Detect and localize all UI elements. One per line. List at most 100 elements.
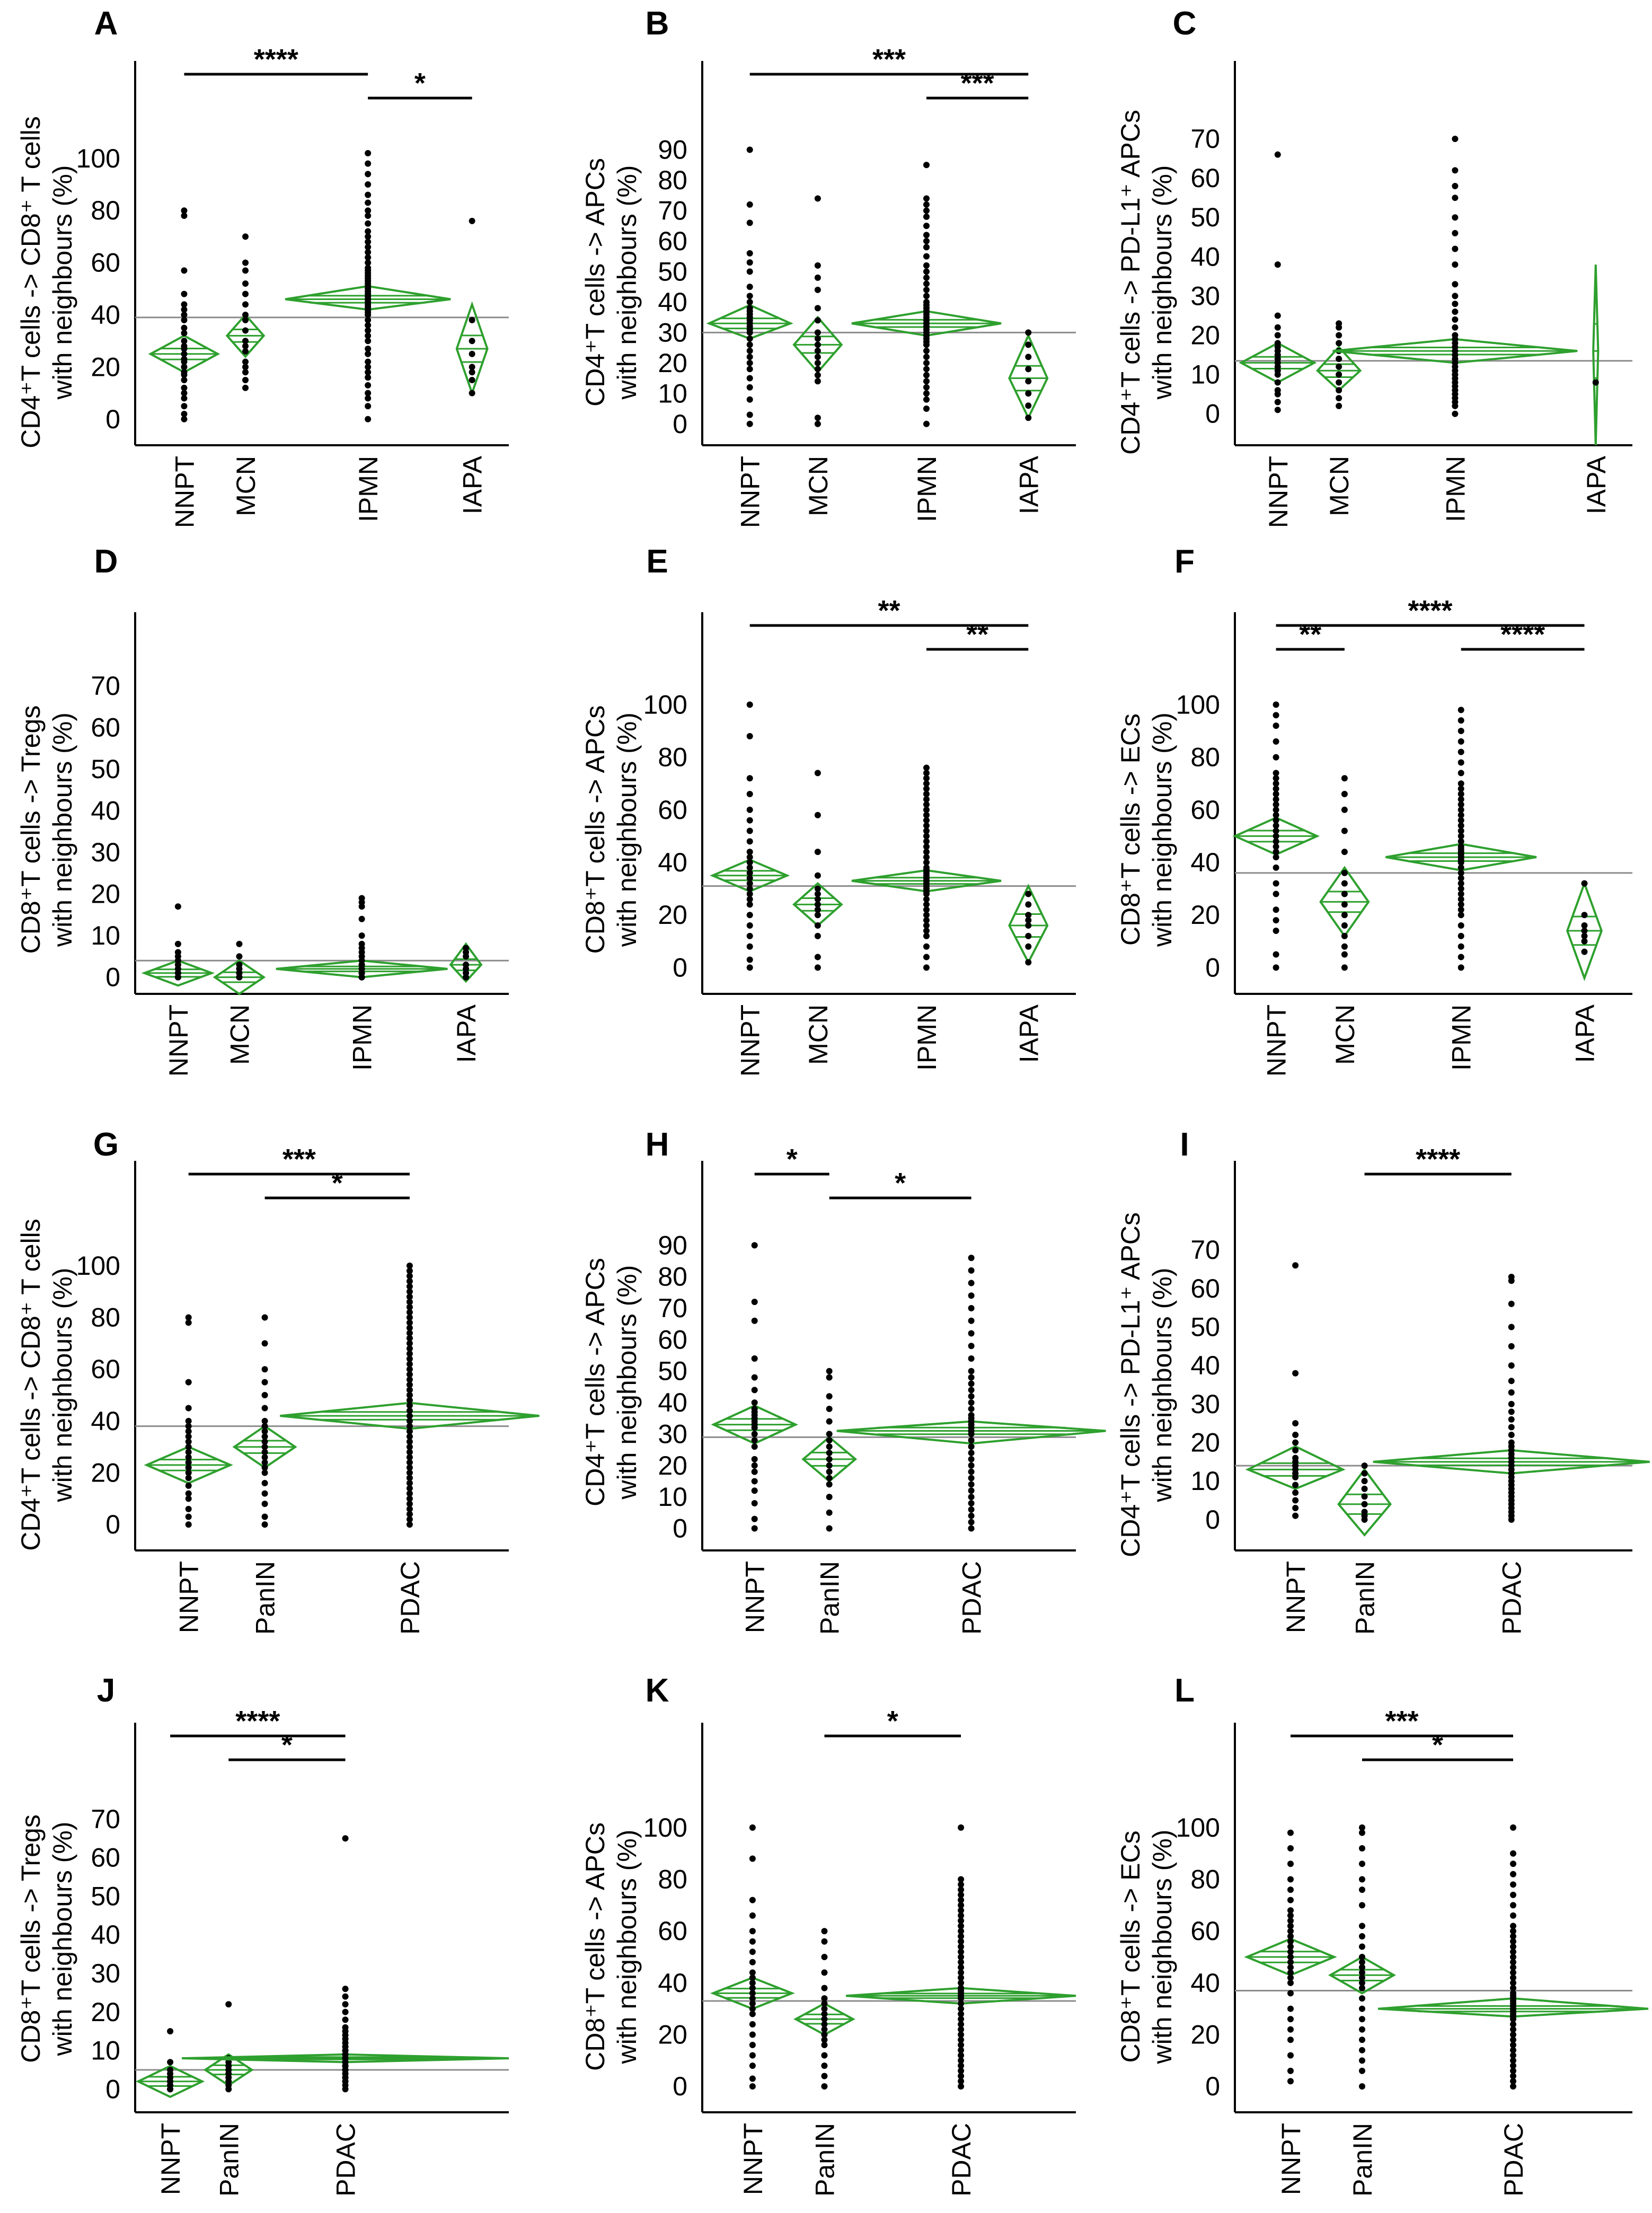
data-point: [923, 390, 930, 397]
data-point: [958, 2052, 965, 2059]
data-point: [1341, 880, 1348, 887]
data-point: [358, 940, 365, 947]
data-point: [968, 1405, 975, 1412]
category-label: PanIN: [815, 1561, 845, 1635]
data-point: [1508, 1416, 1515, 1423]
y-axis-label-line: CD4⁺T cells -> APCs: [580, 158, 610, 407]
data-point: [1287, 1969, 1294, 1976]
data-point: [826, 1525, 833, 1532]
data-point: [185, 1423, 192, 1430]
data-point: [749, 2083, 756, 2090]
data-point: [406, 1267, 413, 1274]
significance-label: **: [1299, 619, 1321, 650]
panel-i: I CD4⁺T cells -> PD-L1⁺ APCs with neighbou…: [1116, 1126, 1650, 1635]
data-point: [746, 885, 753, 892]
significance-label: ****: [235, 1705, 280, 1737]
data-point: [1025, 922, 1032, 929]
group-nnpt: [135, 2028, 205, 2099]
data-point: [1359, 1824, 1365, 1831]
data-point: [1581, 927, 1588, 934]
data-point: [236, 953, 243, 960]
significance-label: *: [281, 1729, 293, 1761]
data-point: [261, 1459, 268, 1466]
data-point: [261, 1443, 268, 1450]
data-point: [746, 943, 753, 950]
y-tick-label: 0: [1205, 399, 1220, 429]
data-point: [406, 1381, 413, 1388]
data-point: [1452, 332, 1459, 339]
data-point: [1457, 806, 1464, 813]
data-point: [1510, 1943, 1516, 1950]
data-point: [1361, 1462, 1368, 1469]
data-point: [1457, 912, 1464, 919]
data-point: [242, 290, 249, 297]
data-point: [826, 1393, 833, 1400]
data-point: [1510, 2021, 1516, 2027]
data-point: [923, 244, 930, 251]
data-point: [365, 338, 372, 345]
data-point: [1359, 2083, 1365, 2090]
data-point: [1361, 1478, 1368, 1485]
data-point: [1457, 833, 1464, 840]
y-tick-label: 80: [1190, 1865, 1220, 1894]
data-point: [1510, 2078, 1516, 2085]
data-point: [1510, 1954, 1516, 1961]
y-tick-label: 0: [1205, 953, 1220, 982]
group-panin: [801, 1368, 858, 1532]
data-point: [1025, 378, 1032, 385]
data-point: [821, 1928, 828, 1935]
data-point: [814, 885, 821, 892]
data-point: [958, 2067, 965, 2074]
category-label: MCN: [1330, 1004, 1360, 1065]
data-point: [821, 1969, 828, 1976]
data-point: [181, 207, 188, 214]
data-point: [1273, 796, 1279, 803]
data-point: [1025, 959, 1032, 966]
data-point: [181, 377, 188, 383]
data-point: [406, 1304, 413, 1311]
data-point: [406, 1262, 413, 1269]
data-point: [1510, 1871, 1516, 1877]
y-axis-label-line: with neighbours (%): [612, 1830, 642, 2065]
data-point: [1025, 366, 1032, 373]
y-tick-label: 20: [658, 1451, 687, 1480]
data-point: [923, 372, 930, 378]
data-point: [821, 2000, 828, 2007]
data-point: [923, 286, 930, 293]
data-point: [365, 364, 372, 371]
data-point: [1292, 1420, 1299, 1427]
category-label: IPMN: [912, 456, 942, 522]
y-tick-label: 60: [91, 248, 120, 278]
data-point: [1273, 780, 1279, 787]
data-point: [406, 1350, 413, 1357]
data-point: [469, 217, 475, 224]
data-point: [1273, 849, 1279, 856]
data-point: [749, 1985, 756, 1991]
y-tick-label: 40: [1190, 242, 1220, 271]
data-point: [365, 181, 372, 188]
data-point: [1274, 399, 1281, 405]
significance-label: ***: [1385, 1705, 1418, 1737]
data-point: [1359, 1964, 1365, 1971]
data-point: [261, 1469, 268, 1476]
y-tick-label: 0: [673, 2071, 687, 2101]
y-tick-label: 100: [1176, 690, 1220, 719]
data-point: [968, 1380, 975, 1387]
data-point: [746, 354, 753, 360]
y-tick-label: 50: [1190, 1312, 1220, 1342]
y-tick-label: 70: [91, 671, 120, 701]
data-point: [923, 775, 930, 782]
data-point: [1508, 1324, 1515, 1330]
data-point: [1273, 817, 1279, 824]
group-nnpt: [141, 903, 215, 987]
data-point: [1287, 2078, 1294, 2085]
data-point: [814, 932, 821, 939]
panel-letter: C: [1173, 5, 1197, 42]
data-point: [181, 290, 188, 297]
y-tick-label: 50: [658, 1356, 687, 1386]
data-point: [261, 1392, 268, 1399]
data-point: [958, 2042, 965, 2049]
data-point: [1287, 1949, 1294, 1955]
data-point: [958, 2011, 965, 2017]
data-point: [923, 786, 930, 792]
